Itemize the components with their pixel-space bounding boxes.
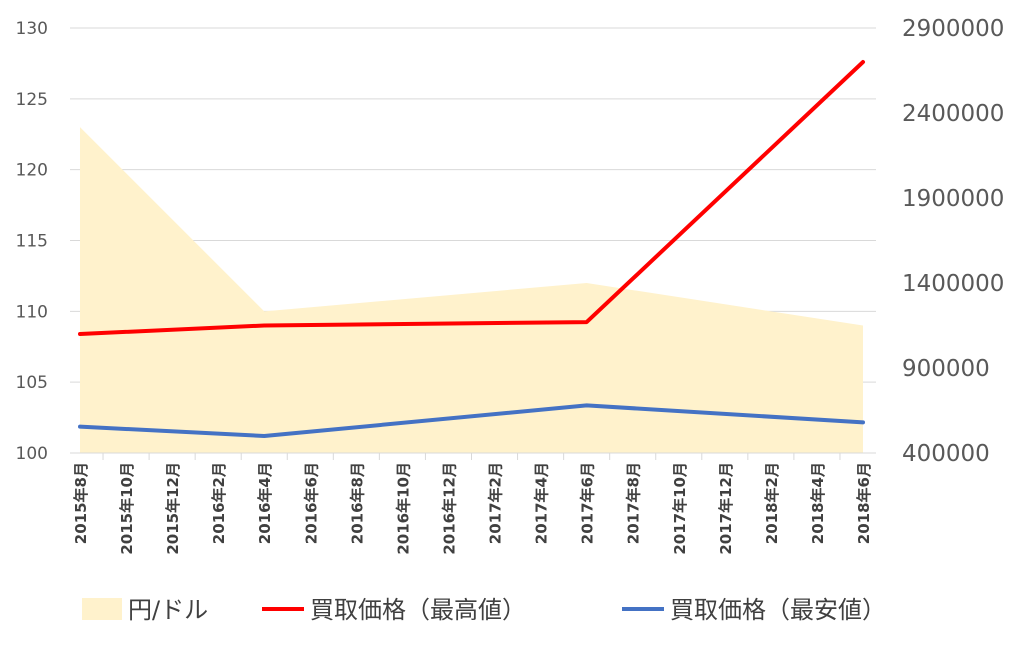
y-right-tick-label: 1400000 xyxy=(902,271,1004,297)
x-tick-label: 2018年4月 xyxy=(809,462,827,544)
line-series-max-price xyxy=(78,60,865,336)
x-tick-label: 2015年12月 xyxy=(164,462,182,555)
x-tick-label: 2016年10月 xyxy=(394,462,412,555)
y-right-tick-label: 900000 xyxy=(902,356,990,382)
axes: 100 105 110 115 120 125 130 400000 900000 1400000… xyxy=(16,16,1005,555)
x-tick-label: 2016年2月 xyxy=(210,462,228,544)
legend-label-max-price: 買取価格（最高値） xyxy=(310,596,526,624)
x-tick-label: 2016年6月 xyxy=(302,462,320,544)
y-left-tick-label: 125 xyxy=(16,90,48,110)
y-left-tick-label: 130 xyxy=(16,19,48,39)
y-left-tick-label: 120 xyxy=(16,161,48,181)
legend-label-min-price: 買取価格（最安値） xyxy=(670,596,886,624)
legend-label-yen-dollar: 円/ドル xyxy=(128,596,208,624)
x-tick-label: 2015年8月 xyxy=(72,462,90,544)
legend: 円/ドル 買取価格（最高値） 買取価格（最安値） xyxy=(82,596,886,624)
y-right-tick-label: 2400000 xyxy=(902,101,1004,127)
x-tick-label: 2017年12月 xyxy=(717,462,735,555)
y-left-tick-label: 105 xyxy=(16,373,48,393)
x-tick-label: 2015年10月 xyxy=(118,462,136,555)
x-tick-label: 2018年6月 xyxy=(855,462,873,544)
legend-swatch-yen-dollar xyxy=(82,598,122,620)
y-right-tick-label: 2900000 xyxy=(902,16,1004,42)
area-series-yen-dollar xyxy=(80,127,863,454)
x-tick-label: 2017年10月 xyxy=(671,462,689,555)
x-tick-label: 2017年6月 xyxy=(579,462,597,544)
x-tick-label: 2017年2月 xyxy=(487,462,505,544)
y-left-tick-label: 115 xyxy=(16,232,48,252)
x-tick-label: 2018年2月 xyxy=(763,462,781,544)
x-tick-label: 2017年4月 xyxy=(533,462,551,544)
line-series-min-price xyxy=(78,403,865,438)
y-right-tick-label: 1900000 xyxy=(902,186,1004,212)
x-tick-label: 2017年8月 xyxy=(625,462,643,544)
x-tick-label: 2016年8月 xyxy=(348,462,366,544)
y-left-tick-label: 110 xyxy=(16,302,48,322)
x-tick-label: 2016年4月 xyxy=(256,462,274,544)
y-right-tick-label: 400000 xyxy=(902,441,990,467)
x-tick-label: 2016年12月 xyxy=(440,462,458,555)
y-left-tick-label: 100 xyxy=(16,444,48,464)
line-series-layer xyxy=(78,60,865,438)
area-series-layer xyxy=(80,127,863,454)
